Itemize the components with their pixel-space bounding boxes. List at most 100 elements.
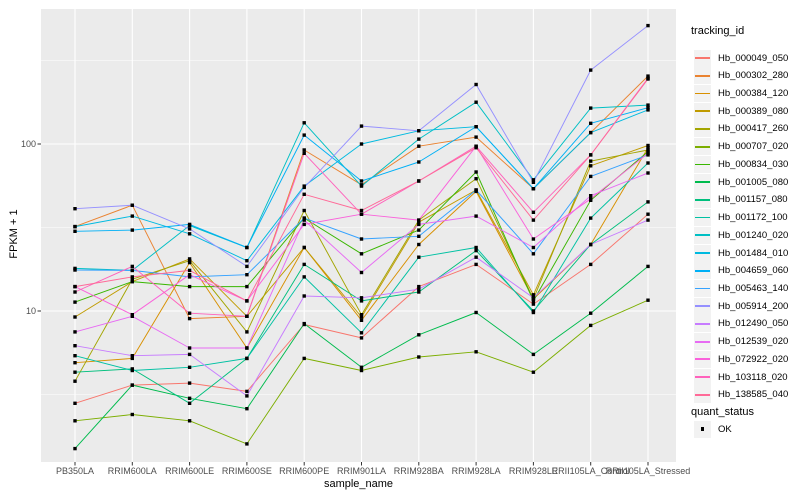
data-point <box>245 284 249 289</box>
data-point <box>474 82 478 87</box>
legend-label: Hb_001157_080 <box>718 194 788 206</box>
legend-item: Hb_000707_020 <box>690 138 800 156</box>
data-point <box>187 311 192 315</box>
legend-item: Hb_001240_020 <box>690 226 800 244</box>
legend-label: Hb_001005_080 <box>718 176 789 188</box>
legend-key-line-icon <box>695 74 710 77</box>
legend-key <box>694 226 711 244</box>
data-point <box>417 333 421 337</box>
data-point <box>417 137 421 141</box>
data-point <box>73 268 77 272</box>
data-point <box>302 208 306 213</box>
data-point <box>474 146 478 150</box>
legend-key-line-icon <box>695 110 710 113</box>
y-tick-label: 100 <box>20 139 36 149</box>
data-point <box>359 124 364 128</box>
data-point <box>187 273 192 277</box>
data-point <box>531 310 536 315</box>
data-point <box>130 264 134 269</box>
x-tick-label: RRII105LA_Stressed <box>605 466 691 476</box>
data-point <box>130 383 134 387</box>
data-point <box>73 354 77 358</box>
legend-key <box>694 386 711 404</box>
data-point <box>302 192 306 196</box>
data-point <box>187 227 192 231</box>
data-point <box>302 356 306 361</box>
data-point <box>417 284 421 289</box>
legend-item: Hb_001157_080 <box>690 191 800 209</box>
data-point <box>359 270 364 275</box>
data-point <box>187 419 192 423</box>
data-point <box>359 336 364 340</box>
data-point <box>417 220 421 224</box>
data-point <box>359 208 364 213</box>
data-point <box>187 232 192 236</box>
data-point <box>302 185 306 190</box>
data-point <box>359 365 364 369</box>
data-point <box>187 260 192 265</box>
data-point <box>589 121 593 125</box>
legend-key <box>694 138 711 156</box>
legend-item: Hb_000049_050 <box>690 49 800 67</box>
legend-item-ok: OK <box>690 420 800 438</box>
legend-label: Hb_004659_060 <box>718 265 789 277</box>
legend-item: Hb_072922_020 <box>690 350 800 368</box>
x-tick-label: RRIM901LA <box>336 466 387 476</box>
data-point <box>646 143 650 148</box>
data-point <box>73 419 77 423</box>
data-point <box>646 212 650 216</box>
data-point <box>646 171 650 175</box>
data-point <box>245 314 249 318</box>
data-point <box>245 356 249 361</box>
legend-key <box>694 244 711 262</box>
data-point <box>474 262 478 267</box>
data-point <box>359 237 364 241</box>
data-point <box>187 352 192 357</box>
legend-item: Hb_005914_200 <box>690 297 800 315</box>
data-point <box>359 296 364 300</box>
data-point <box>73 284 77 289</box>
legend: tracking_id Hb_000049_050 Hb_000302_280 Hb… <box>690 0 800 500</box>
data-point <box>245 389 249 394</box>
legend-key <box>694 297 711 315</box>
legend-key-line-icon <box>695 145 710 148</box>
data-point <box>130 279 134 284</box>
data-point <box>187 259 192 263</box>
data-point <box>187 396 192 400</box>
data-point <box>531 370 536 374</box>
legend-item: Hb_004659_060 <box>690 262 800 280</box>
data-point <box>245 273 249 277</box>
legend-key-line-icon <box>695 269 710 272</box>
legend-key <box>694 350 711 368</box>
data-point <box>589 262 593 267</box>
data-point <box>302 262 306 267</box>
data-point <box>302 245 306 250</box>
data-point <box>130 354 134 358</box>
legend-label: Hb_001484_010 <box>718 247 789 259</box>
data-point <box>589 130 593 135</box>
legend-label: Hb_001240_020 <box>718 229 789 241</box>
data-point <box>130 356 134 361</box>
legend-key <box>694 279 711 297</box>
legend-key <box>694 120 711 138</box>
data-point <box>646 103 650 107</box>
legend-key-line-icon <box>695 305 710 308</box>
x-axis-title: sample_name <box>323 478 394 490</box>
data-point <box>474 170 478 174</box>
data-point <box>531 299 536 303</box>
data-point <box>187 222 192 227</box>
x-tick-label: RRIM600LE <box>165 466 215 476</box>
legend-key-line-icon <box>695 252 710 254</box>
legend-label: Hb_012490_050 <box>718 318 789 330</box>
data-point <box>187 257 192 261</box>
legend-key-line-icon <box>695 198 710 201</box>
data-point <box>417 222 421 227</box>
data-point <box>474 255 478 259</box>
data-point <box>302 121 306 125</box>
data-point <box>589 106 593 110</box>
x-tick-label: RRIM600PE <box>279 466 330 476</box>
legend-label: Hb_012539_020 <box>718 336 789 348</box>
legend-label: Hb_000384_120 <box>718 88 789 100</box>
legend-label: Hb_000302_280 <box>718 70 789 82</box>
